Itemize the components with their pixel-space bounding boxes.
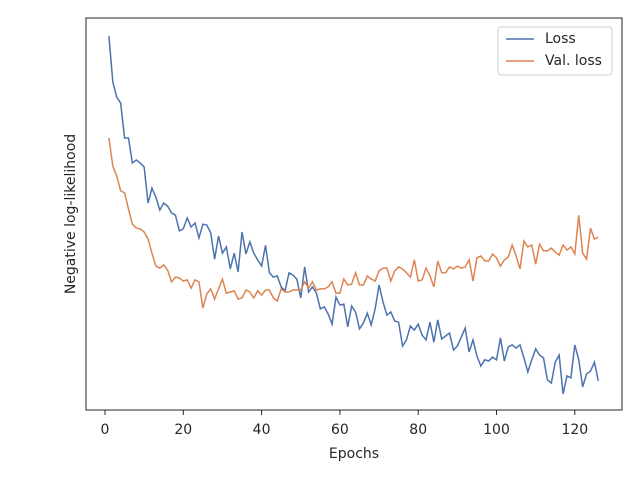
plot-frame [85,17,623,411]
x-tick-label: 0 [101,422,110,438]
x-tick-label: 100 [483,422,510,438]
legend-label: Val. loss [545,53,602,69]
x-tick-label: 120 [561,422,588,438]
x-axis-label: Epochs [329,446,379,462]
x-tick-label: 60 [331,422,349,438]
legend-label: Loss [545,31,576,47]
x-tick-label: 20 [174,422,192,438]
x-tick-label: 80 [409,422,427,438]
series-line [108,35,600,395]
x-tick-label: 40 [253,422,271,438]
y-axis-label: Negative log-likelihood [63,134,79,294]
series-line [108,137,599,309]
